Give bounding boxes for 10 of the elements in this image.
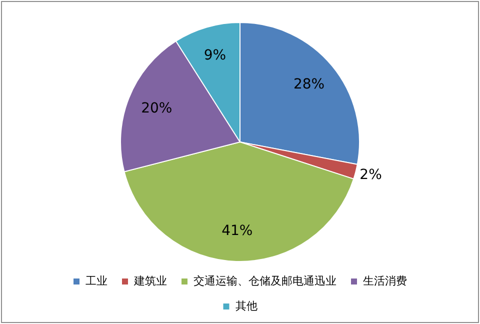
data-label: 41% [222,223,253,240]
legend-label: 生活消费 [363,274,407,288]
data-label: 2% [360,167,382,184]
legend-label: 交通运输、仓储及邮电通迅业 [194,274,336,288]
legend-label: 工业 [86,274,108,288]
data-label: 28% [293,76,325,93]
legend-label: 建筑业 [133,274,167,288]
legend-label: 其他 [235,299,258,312]
data-label: 20% [141,100,172,117]
data-label: 9% [204,48,226,64]
